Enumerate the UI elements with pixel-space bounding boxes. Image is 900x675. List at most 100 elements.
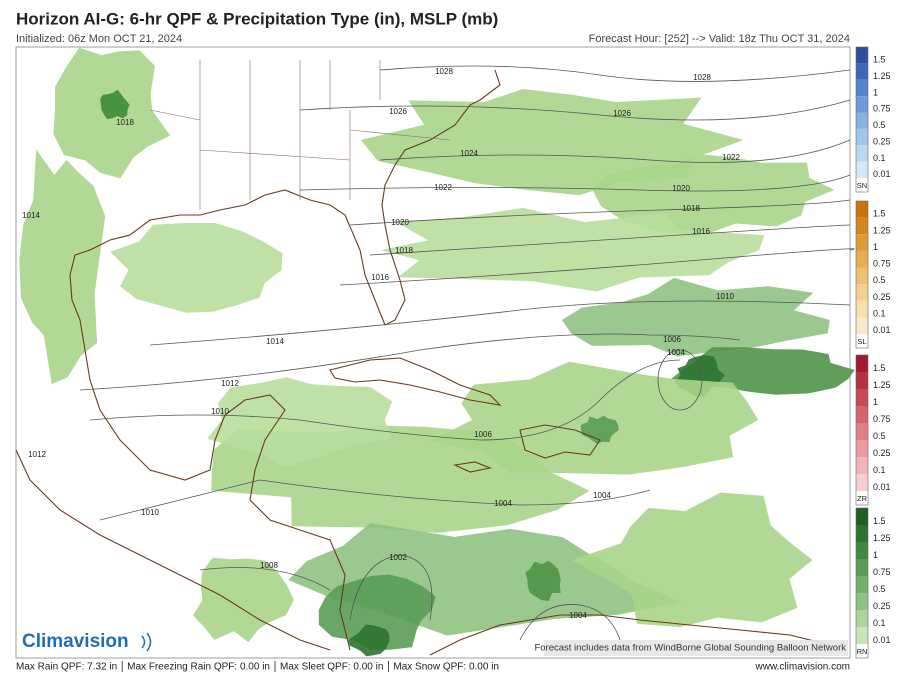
legend-swatch <box>856 542 868 559</box>
isobar-label: 1028 <box>693 73 711 82</box>
legend-swatch <box>856 145 868 162</box>
pacific-coast <box>15 449 331 651</box>
isobar-label: 1004 <box>569 611 587 620</box>
legend-swatch <box>856 234 868 251</box>
logo: Climavision <box>22 631 129 652</box>
credit-box <box>544 640 848 656</box>
legend-tick-label: 0.75 <box>873 414 891 424</box>
stat: Max Freezing Rain QPF: 0.00 in <box>127 662 270 673</box>
legend-frame <box>855 200 869 349</box>
isobar-label: 1020 <box>391 218 409 227</box>
isobar <box>149 300 851 346</box>
precip-area <box>571 492 813 628</box>
legend-swatch <box>856 47 868 64</box>
isobar-label: 1012 <box>28 450 46 459</box>
precip-area <box>207 377 393 468</box>
legend-tick-label: 0.5 <box>873 584 886 594</box>
isobar-label: 1002 <box>389 553 407 562</box>
legend-tick-label: 1.25 <box>873 71 891 81</box>
legend-tick-label: 1.25 <box>873 533 891 543</box>
map: 1028 1028 1018 1026 1026 1024 1022 1022 1020 1014… <box>15 46 855 659</box>
legend-tick-label: 1 <box>873 550 878 560</box>
legend-tick-label: 0.1 <box>873 465 886 475</box>
forecast-valid: Forecast Hour: [252] --> Valid: 18z Thu … <box>589 33 850 45</box>
isobar <box>349 199 851 226</box>
isobar-label: 1004 <box>667 348 685 357</box>
legend-swatch <box>856 610 868 627</box>
legend-swatch <box>856 201 868 218</box>
precip-area <box>562 277 830 357</box>
isobar-label: 1014 <box>22 211 40 220</box>
legend-swatch <box>856 559 868 576</box>
legend-tick-label: 0.01 <box>873 169 891 179</box>
isobar-label: 1012 <box>221 379 239 388</box>
legend-tick-label: 1 <box>873 397 878 407</box>
us-states <box>149 60 451 210</box>
footer: www.climavision.com Max Rain QPF: 7.32 i… <box>16 661 850 673</box>
legend-swatch <box>856 128 868 146</box>
legend-swatch <box>856 525 868 542</box>
legend-tick-label: 1 <box>873 87 878 97</box>
isobar <box>79 333 741 391</box>
isobar-label: 1022 <box>722 153 740 162</box>
legend-swatch <box>856 63 868 80</box>
isobar <box>369 224 851 256</box>
legend-swatch <box>856 372 868 389</box>
legend-code: SN <box>857 181 867 190</box>
website: www.climavision.com <box>755 662 850 673</box>
isobar <box>99 479 651 521</box>
precip-area <box>580 415 619 444</box>
isobar-label: 1004 <box>494 499 512 508</box>
isobar-label: 1006 <box>663 335 681 344</box>
legend-swatch <box>856 161 868 178</box>
legend-tick-label: 0.25 <box>873 292 891 302</box>
isobar <box>299 99 851 121</box>
isobar-label: 1010 <box>211 407 229 416</box>
legend-tick-label: 1.25 <box>873 380 891 390</box>
legend-tick-label: 0.5 <box>873 120 886 130</box>
coastlines <box>15 60 831 656</box>
isobar-label: 1016 <box>371 273 389 282</box>
legend-tick-label: 0.25 <box>873 448 891 458</box>
legend-tick-label: 1.5 <box>873 55 886 65</box>
stat: Max Snow QPF: 0.00 in <box>393 662 499 673</box>
legend-swatch <box>856 79 868 97</box>
legend-swatch <box>856 317 868 334</box>
isobar <box>519 604 621 641</box>
isobar-label: 1014 <box>266 337 284 346</box>
precip-area <box>19 149 106 385</box>
legend-frame <box>855 507 869 659</box>
legend-tick-label: 1.5 <box>873 209 886 219</box>
legend-swatch <box>856 267 868 285</box>
legend-swatch <box>856 355 868 372</box>
legend-tick-label: 0.75 <box>873 104 891 114</box>
isobar-label: 1028 <box>435 67 453 76</box>
precip-area <box>193 557 294 643</box>
legend-swatch <box>856 300 868 318</box>
isobar-label: 1004 <box>593 491 611 500</box>
isobar-label: 1024 <box>460 149 478 158</box>
isobar <box>89 359 681 441</box>
legend-tick-label: 0.75 <box>873 567 891 577</box>
precip-area <box>380 207 765 292</box>
legend-tick-label: 0.01 <box>873 482 891 492</box>
isobar-label: 1006 <box>474 430 492 439</box>
legend-swatch <box>856 96 868 113</box>
isobar-label: 1010 <box>716 292 734 301</box>
legend-tick-label: 0.1 <box>873 618 886 628</box>
stat: Max Sleet QPF: 0.00 in <box>280 662 383 673</box>
isobar <box>379 139 851 163</box>
mexico-coast <box>79 319 351 651</box>
isobar-labels: 1028 1028 1018 1026 1026 1024 1022 1022 1020 1014… <box>22 67 740 620</box>
cuba <box>329 357 502 406</box>
legend-tick-label: 0.01 <box>873 635 891 645</box>
legend-swatch <box>856 440 868 457</box>
isobar-label: 1026 <box>389 107 407 116</box>
legend-tick-label: 0.25 <box>873 136 891 146</box>
isobar-label: 1018 <box>395 246 413 255</box>
legend-swatch <box>856 406 868 423</box>
legend-swatch <box>856 389 868 406</box>
legend-tick-label: 0.5 <box>873 431 886 441</box>
isobar-label: 1026 <box>613 109 631 118</box>
